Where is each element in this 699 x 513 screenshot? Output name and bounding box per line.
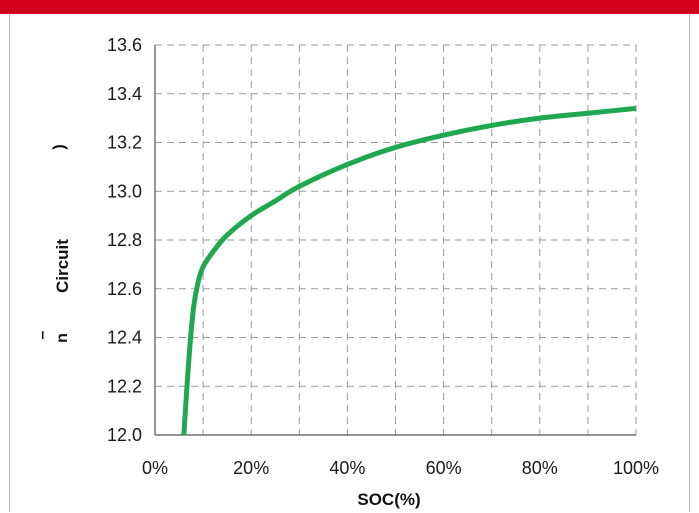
y-tick-label: 13.4 [107,84,142,104]
x-axis-title: SOC(%) [357,490,420,509]
plot-border [154,45,636,436]
series-group [181,105,637,436]
y-axis-title-fragment-n: n [54,333,71,343]
y-tick-label: 12.8 [107,230,142,250]
x-tick-label: 0% [142,458,168,478]
y-tick-label: 12.4 [107,328,142,348]
grid [154,44,637,436]
y-axis-title: Circuit [53,239,72,293]
x-tick-label: 60% [426,458,462,478]
x-tick-label: 20% [233,458,269,478]
x-tick-label: 40% [329,458,365,478]
y-tick-label: 13.0 [107,181,142,201]
x-tick-label: 80% [522,458,558,478]
x-tick-label: 100% [613,458,659,478]
y-tick-label: 13.2 [107,133,142,153]
chart-frame [9,14,690,512]
series-line-0 [181,105,637,436]
y-tick-label: 13.6 [107,35,142,55]
y-tick-label: 12.6 [107,279,142,299]
y-axis-title-fragment-dash: – [34,330,51,339]
y-axis-title-fragment-paren: ) [51,144,68,149]
y-tick-label: 12.2 [107,376,142,396]
x-axis-ticks: 0% 20% 40% 60% 80% 100% [142,458,659,478]
y-axis-ticks: 12.0 12.2 12.4 12.6 12.8 13.0 13.2 13.4 13.6 [107,35,142,445]
header-bar [0,0,699,14]
y-tick-label: 12.0 [107,425,142,445]
